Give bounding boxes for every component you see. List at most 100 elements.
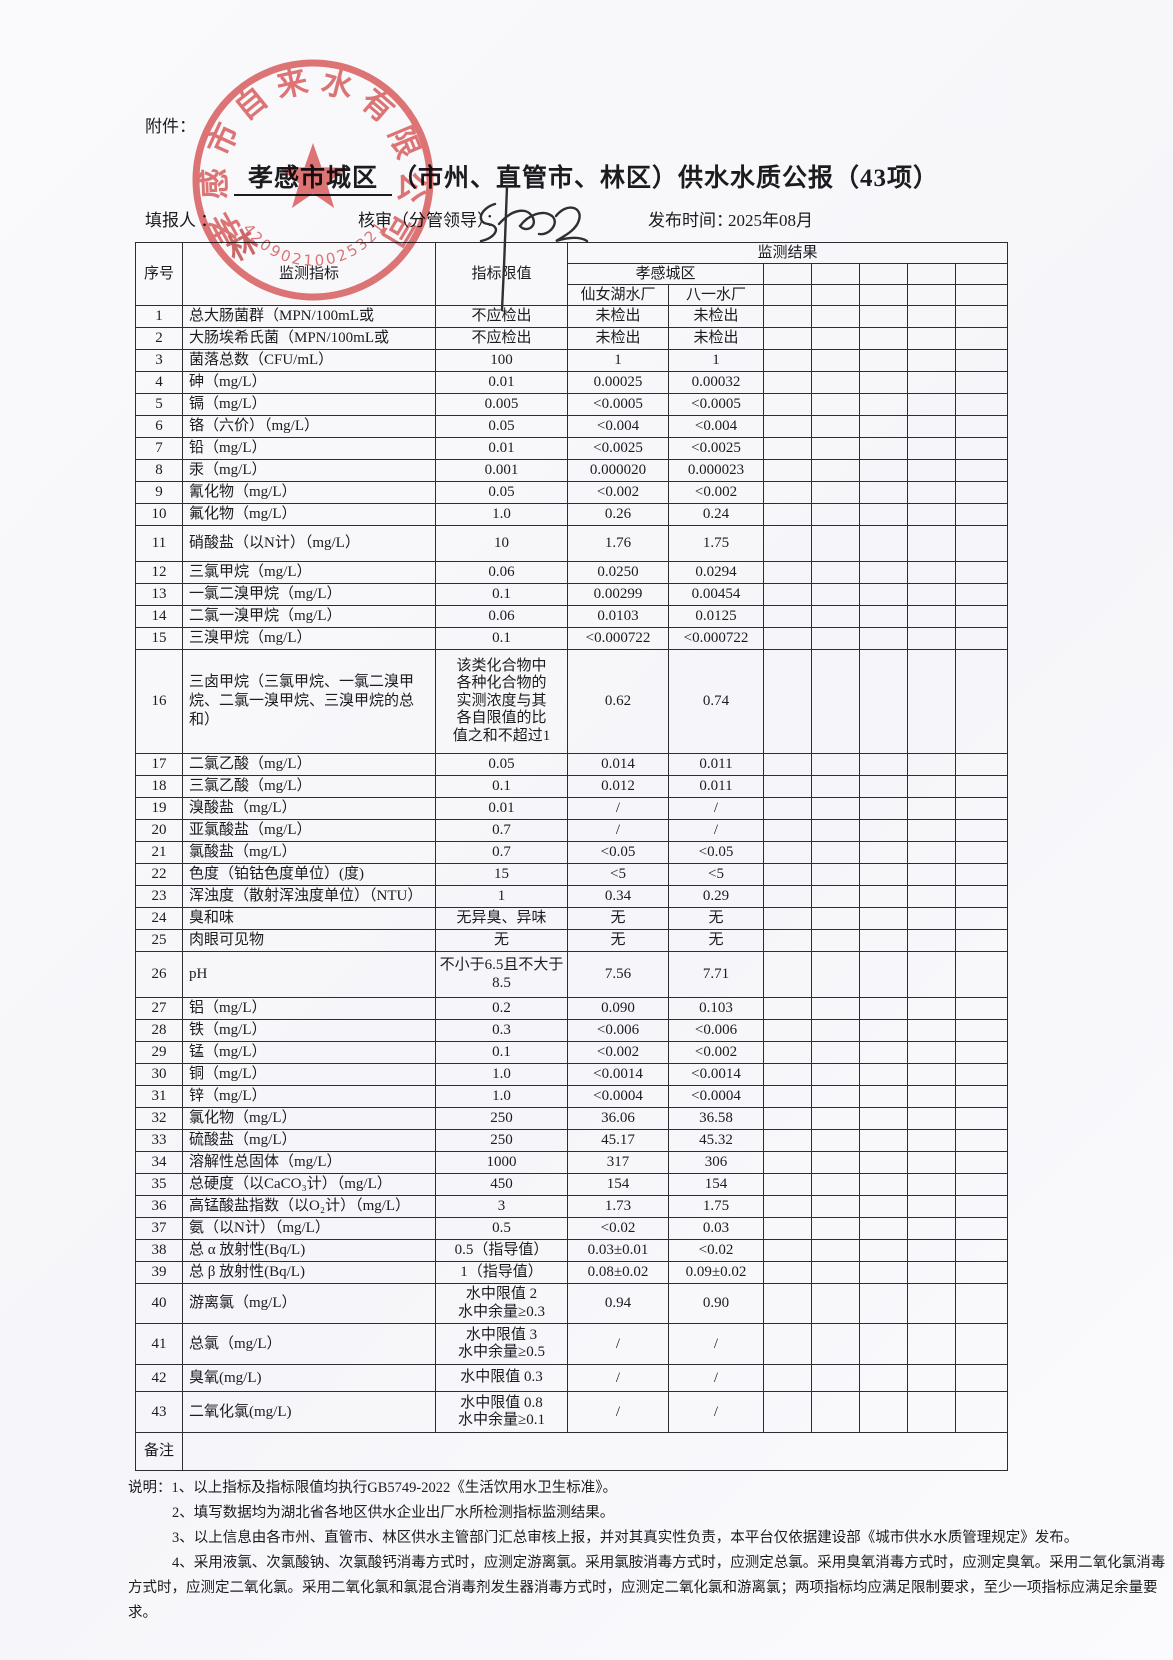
indicator-cell: 二氯乙酸（mg/L） [182,753,436,776]
result-cell-empty [811,415,860,438]
row-number-cell: 33 [135,1129,183,1152]
result-cell-empty [954,1261,1009,1284]
result-cell-empty [907,627,956,650]
result-cell-empty [763,1107,812,1130]
result-cell-empty [954,1107,1009,1130]
result-cell-empty [763,305,812,328]
result-cell-empty [907,327,956,350]
result-cell-empty [907,459,956,482]
result-cell-plant1: 0.000020 [567,459,669,482]
result-cell-empty [763,1239,812,1262]
result-cell-empty [811,753,860,776]
table-row: 34 溶解性总固体（mg/L） 1000 317 306 [135,1151,1009,1174]
limit-cell: 无异臭、异味 [435,907,568,930]
remark-value-cell [181,1432,1009,1471]
table-row: 23 浑浊度（散射浑浊度单位）（NTU） 1 0.34 0.29 [135,885,1009,908]
result-cell-plant2: 1.75 [668,525,764,562]
result-cell-empty [907,1041,956,1064]
result-cell-empty [859,863,908,886]
limit-cell: 1 [435,885,568,908]
limit-cell: 1（指导值） [435,1261,568,1284]
result-cell-plant1: 0.012 [567,775,669,798]
result-cell-plant2: <0.05 [668,841,764,864]
result-cell-empty [763,415,812,438]
row-number-cell: 3 [135,349,183,372]
result-cell-empty [811,605,860,628]
result-cell-empty [907,753,956,776]
result-cell-plant1: <0.02 [567,1217,669,1240]
row-number-cell: 7 [135,437,183,460]
table-row: 36 高锰酸盐指数（以O₂计）（mg/L） 3 1.73 1.75 [135,1195,1009,1218]
result-cell-empty [763,1063,812,1086]
table-row: 38 总 α 放射性(Bq/L) 0.5（指导值） 0.03±0.01 <0.0… [135,1239,1009,1262]
table-row: 13 一氯二溴甲烷（mg/L） 0.1 0.00299 0.00454 [135,583,1009,606]
result-cell-plant1: <0.000722 [567,627,669,650]
table-row: 5 镉（mg/L） 0.005 <0.0005 <0.0005 [135,393,1009,416]
result-cell-plant1: 0.090 [567,997,669,1020]
row-number-cell: 4 [135,371,183,394]
result-cell-empty [907,929,956,952]
table-row: 41 总氯（mg/L） 水中限值 3 水中余量≥0.5 / / [135,1323,1009,1365]
indicator-cell: 总 β 放射性(Bq/L) [182,1261,436,1284]
page-title: 孝感市城区 （市州、直管市、林区）供水水质公报（43项） [0,158,1173,196]
result-cell-empty [859,1129,908,1152]
result-cell-empty [954,305,1009,328]
remark-label-cell: 备注 [135,1432,183,1471]
result-cell-empty [907,1173,956,1196]
result-cell-empty [954,907,1009,930]
table-row: 35 总硬度（以CaCO₃计）（mg/L） 450 154 154 [135,1173,1009,1196]
result-cell-plant1: / [567,1323,669,1365]
notes-label: 说明： [128,1480,172,1496]
indicator-cell: 二氧化氯(mg/L) [182,1391,436,1433]
result-cell-empty [954,415,1009,438]
limit-cell: 1000 [435,1151,568,1174]
limit-cell: 3 [435,1195,568,1218]
result-cell-empty [763,561,812,584]
row-number-cell: 42 [135,1364,183,1392]
limit-cell: 1.0 [435,503,568,526]
result-cell-empty [859,841,908,864]
result-cell-empty [907,415,956,438]
header-empty-col [859,263,908,285]
result-cell-empty [859,885,908,908]
indicator-cell: 砷（mg/L） [182,371,436,394]
limit-cell: 该类化合物中 各种化合物的 实测浓度与其 各自限值的比 值之和不超过1 [435,649,568,754]
result-cell-plant2: 无 [668,907,764,930]
result-cell-plant1: / [567,819,669,842]
header-limit: 指标限值 [435,242,568,306]
result-cell-plant1: 0.26 [567,503,669,526]
result-cell-empty [954,753,1009,776]
header-indicator: 监测指标 [182,242,436,306]
result-cell-empty [811,1391,860,1433]
limit-cell: 0.001 [435,459,568,482]
result-cell-empty [859,583,908,606]
indicator-cell: 游离氯（mg/L） [182,1283,436,1324]
result-cell-empty [811,1019,860,1042]
table-row: 16 三卤甲烷（三氯甲烷、一氯二溴甲烷、二氯一溴甲烷、三溴甲烷的总和） 该类化合… [135,649,1009,754]
table-row: 7 铅（mg/L） 0.01 <0.0025 <0.0025 [135,437,1009,460]
result-cell-plant2: <0.002 [668,481,764,504]
indicator-cell: 镉（mg/L） [182,393,436,416]
result-cell-empty [811,1217,860,1240]
row-number-cell: 17 [135,753,183,776]
result-cell-empty [907,885,956,908]
header-empty-col [763,284,812,306]
result-cell-empty [954,1195,1009,1218]
row-number-cell: 5 [135,393,183,416]
table-row: 9 氰化物（mg/L） 0.05 <0.002 <0.002 [135,481,1009,504]
table-row: 40 游离氯（mg/L） 水中限值 2 水中余量≥0.3 0.94 0.90 [135,1283,1009,1324]
header-empty-col [811,284,860,306]
result-cell-empty [859,371,908,394]
result-cell-empty [763,841,812,864]
result-cell-empty [954,929,1009,952]
result-cell-empty [811,1283,860,1324]
remark-row: 备注 [135,1432,1009,1471]
result-cell-plant2: 0.24 [668,503,764,526]
result-cell-empty [859,1019,908,1042]
result-cell-plant2: 0.0294 [668,561,764,584]
limit-cell: 水中限值 0.3 [435,1364,568,1392]
result-cell-plant2: 未检出 [668,305,764,328]
table-row: 19 溴酸盐（mg/L） 0.01 / / [135,797,1009,820]
result-cell-empty [954,393,1009,416]
indicator-cell: 亚氯酸盐（mg/L） [182,819,436,842]
